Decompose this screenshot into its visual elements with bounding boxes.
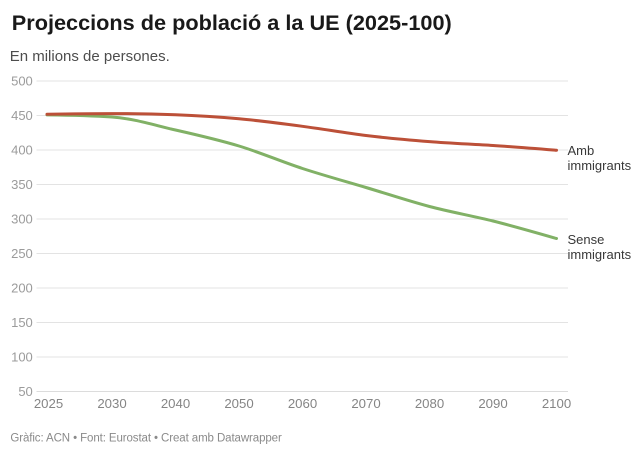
svg-text:2040: 2040 xyxy=(161,396,190,411)
svg-text:Amb: Amb xyxy=(568,143,595,158)
svg-text:2030: 2030 xyxy=(97,396,126,411)
svg-text:100: 100 xyxy=(11,350,33,365)
svg-text:immigrants: immigrants xyxy=(568,247,632,262)
svg-text:400: 400 xyxy=(11,143,33,158)
svg-text:En milions de persones.: En milions de persones. xyxy=(10,48,170,65)
svg-text:50: 50 xyxy=(18,384,32,399)
svg-text:2060: 2060 xyxy=(288,396,317,411)
svg-text:2080: 2080 xyxy=(415,396,444,411)
svg-text:2025: 2025 xyxy=(34,396,63,411)
svg-text:350: 350 xyxy=(11,177,33,192)
svg-text:2050: 2050 xyxy=(224,396,253,411)
svg-text:2070: 2070 xyxy=(351,396,380,411)
svg-text:250: 250 xyxy=(11,246,33,261)
svg-text:2090: 2090 xyxy=(478,396,507,411)
svg-text:2100: 2100 xyxy=(542,396,571,411)
svg-text:150: 150 xyxy=(11,315,33,330)
svg-text:450: 450 xyxy=(11,108,33,123)
svg-text:Projeccions de població a la U: Projeccions de població a la UE (2025-10… xyxy=(12,10,452,35)
svg-text:200: 200 xyxy=(11,281,33,296)
svg-text:Sense: Sense xyxy=(568,232,605,247)
svg-text:immigrants: immigrants xyxy=(568,158,632,173)
svg-text:500: 500 xyxy=(11,74,33,89)
svg-text:Gràfic: ACN • Font: Eurostat •: Gràfic: ACN • Font: Eurostat • Creat amb… xyxy=(10,432,282,444)
svg-text:300: 300 xyxy=(11,212,33,227)
